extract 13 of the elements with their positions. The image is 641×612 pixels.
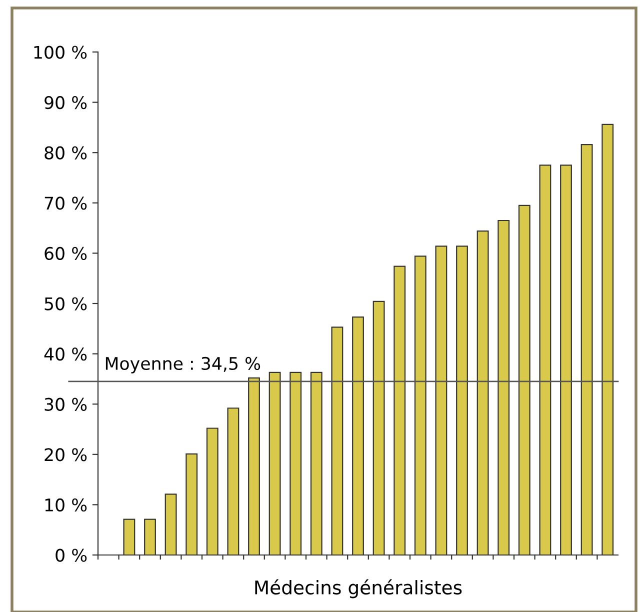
y-tick-label: 80 % (44, 146, 87, 160)
y-tick-label: 40 % (44, 348, 87, 361)
x-axis-title: Médecins généralistes (255, 579, 462, 598)
y-tick-label: 70 % (44, 196, 87, 210)
y-tick-label: 100 % (34, 46, 87, 59)
y-tick-label: 50 % (44, 297, 87, 310)
y-tick-label: 90 % (44, 96, 87, 110)
ref-line-label: Moyenne : 34,5 % (106, 356, 260, 374)
y-tick-label: 0 % (56, 548, 87, 562)
y-tick-label: 20 % (44, 448, 87, 462)
y-tick-label: 10 % (45, 498, 87, 512)
y-tick-label: 60 % (44, 246, 87, 260)
y-tick-label: 30 % (44, 398, 87, 411)
